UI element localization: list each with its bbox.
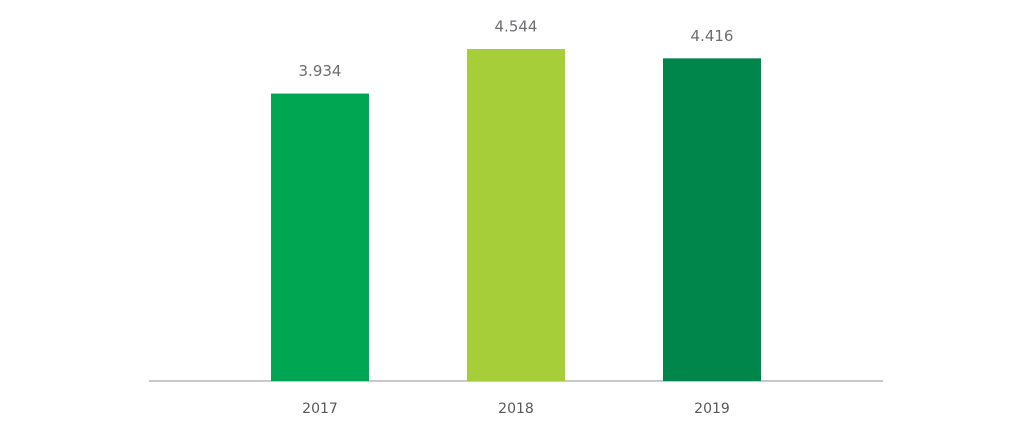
bar (663, 58, 761, 381)
x-tick-label: 2017 (302, 401, 338, 417)
x-tick-label: 2019 (694, 401, 730, 417)
value-label: 4.416 (691, 27, 734, 45)
bar (271, 93, 369, 381)
value-label: 3.934 (299, 62, 342, 80)
value-label: 4.544 (495, 18, 538, 36)
bar (467, 49, 565, 381)
x-tick-label: 2018 (498, 401, 534, 417)
